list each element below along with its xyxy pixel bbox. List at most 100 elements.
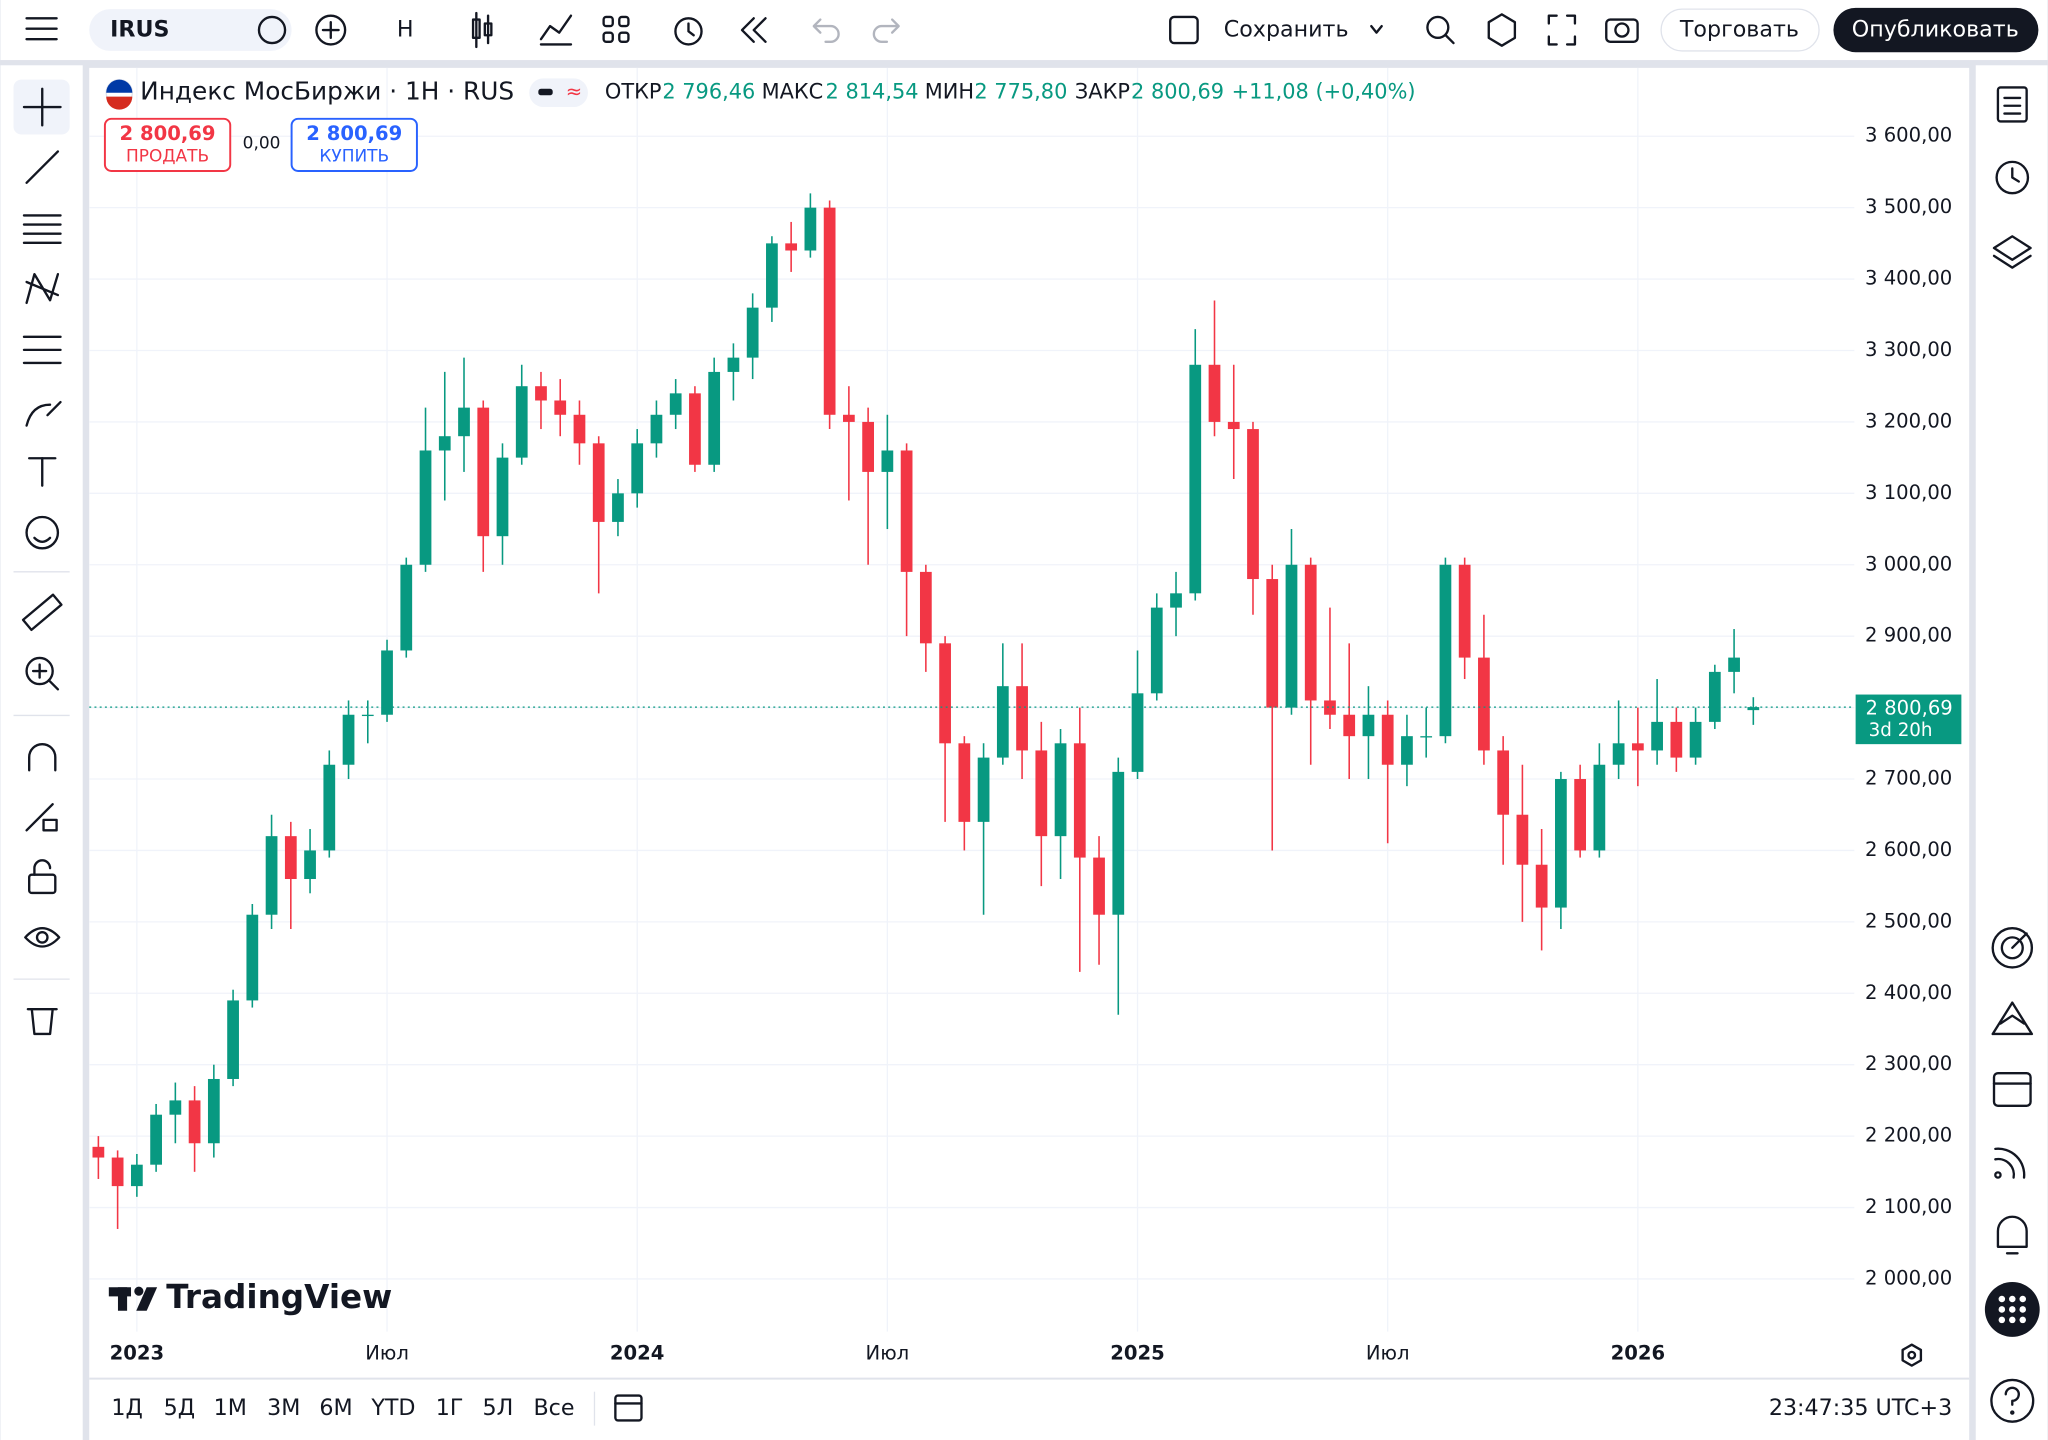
- snapshot-icon[interactable]: [1605, 18, 1639, 43]
- high-value: 2 814,54: [826, 80, 919, 104]
- layout-checkbox[interactable]: [1169, 15, 1199, 45]
- candle-body: [785, 243, 798, 251]
- emoji-tool[interactable]: [25, 515, 60, 550]
- x-tick-label: Июл: [866, 1341, 910, 1364]
- range-button[interactable]: 3М: [267, 1395, 300, 1421]
- price-tag-price: 2 800,69: [1866, 696, 1953, 719]
- lock-drawing-tool[interactable]: [25, 803, 58, 832]
- chart-type-icon[interactable]: [471, 11, 493, 49]
- save-menu-icon[interactable]: [1370, 24, 1383, 34]
- candle-body: [342, 714, 355, 765]
- candle-body: [1458, 564, 1471, 658]
- candle-body: [1747, 707, 1760, 711]
- candle-body: [1247, 429, 1259, 580]
- y-tick-label: 2 400,00: [1865, 981, 1952, 1004]
- buy-label: КУПИТЬ: [319, 147, 389, 167]
- text-tool[interactable]: [28, 457, 57, 487]
- y-tick-label: 2 100,00: [1865, 1195, 1952, 1218]
- watchlist-icon[interactable]: [1996, 86, 2028, 123]
- candle-body: [1035, 750, 1048, 837]
- replay-icon[interactable]: [740, 17, 767, 43]
- magnet-tool[interactable]: [28, 742, 57, 772]
- trade-label: Торговать: [1679, 17, 1799, 43]
- ideas-icon[interactable]: [1991, 1001, 2034, 1036]
- forecast-tool[interactable]: [22, 335, 62, 365]
- candle-body: [1612, 743, 1625, 765]
- y-tick-label: 3 000,00: [1865, 552, 1952, 575]
- symbol-search[interactable]: [89, 9, 292, 51]
- compare-icon[interactable]: [315, 14, 347, 46]
- publish-button[interactable]: [1833, 7, 2039, 53]
- y-tick-label: 3 500,00: [1865, 195, 1952, 218]
- hotlist-icon[interactable]: [1991, 927, 2034, 969]
- notifications-icon[interactable]: [1996, 1215, 2028, 1255]
- object-tree-icon[interactable]: [1992, 235, 2032, 269]
- y-tick-label: 3 400,00: [1865, 267, 1952, 290]
- range-button[interactable]: Все: [533, 1395, 574, 1421]
- y-tick-label: 3 300,00: [1865, 338, 1952, 361]
- crosshair-tool[interactable]: [22, 87, 62, 127]
- candle-body: [843, 414, 855, 422]
- range-button[interactable]: YTD: [370, 1395, 415, 1421]
- axis-settings-icon[interactable]: [1901, 1343, 1923, 1367]
- candle-body: [612, 493, 624, 522]
- candle-body: [1593, 764, 1606, 851]
- buy-button[interactable]: [290, 117, 418, 173]
- range-button[interactable]: 5Д: [164, 1395, 195, 1421]
- menu-icon[interactable]: [25, 17, 58, 41]
- lock-tool[interactable]: [28, 859, 57, 895]
- range-button[interactable]: 5Л: [482, 1395, 513, 1421]
- hide-tool[interactable]: [24, 927, 61, 948]
- candle-body: [419, 450, 432, 565]
- range-button[interactable]: 1М: [214, 1395, 247, 1421]
- sell-button[interactable]: [103, 117, 232, 173]
- candle-body: [111, 1157, 124, 1187]
- trade-button[interactable]: [1660, 8, 1820, 52]
- fullscreen-icon[interactable]: [1547, 14, 1577, 46]
- trend-line-tool[interactable]: [25, 150, 60, 184]
- candle-body: [496, 457, 509, 537]
- pattern-tool[interactable]: [25, 272, 60, 305]
- range-button[interactable]: 1Г: [436, 1395, 464, 1421]
- candle-body: [1073, 743, 1086, 858]
- redo-icon[interactable]: [872, 18, 900, 43]
- goto-date-icon[interactable]: [614, 1394, 643, 1422]
- candle-body: [881, 450, 894, 472]
- candle-body: [823, 207, 836, 415]
- symbol-icon[interactable]: [257, 15, 287, 45]
- fib-tool[interactable]: [22, 214, 62, 245]
- candle-body: [631, 443, 644, 494]
- clock: 23:47:35 UTC+3: [1769, 1395, 1952, 1421]
- brush-tool[interactable]: [25, 400, 62, 427]
- news-icon[interactable]: [1994, 1147, 2026, 1179]
- alerts-icon[interactable]: [1995, 160, 2030, 195]
- alert-icon[interactable]: [674, 17, 703, 46]
- indicators-icon[interactable]: [539, 14, 573, 46]
- quick-search-icon[interactable]: [1426, 15, 1455, 45]
- settings-icon[interactable]: [1487, 13, 1517, 47]
- change-value: +11,08 (+0,40%): [1232, 80, 1416, 104]
- calendar-icon[interactable]: [1992, 1071, 2032, 1107]
- y-tick-label: 3 600,00: [1865, 124, 1952, 147]
- sell-label: ПРОДАТЬ: [126, 147, 209, 167]
- trash-tool[interactable]: [26, 1008, 58, 1036]
- save-button[interactable]: Сохранить: [1224, 17, 1349, 43]
- layouts-icon[interactable]: [602, 15, 630, 43]
- products-icon: [1998, 1295, 2026, 1324]
- x-tick-label: 2025: [1110, 1341, 1165, 1364]
- range-button[interactable]: 1Д: [111, 1395, 142, 1421]
- interval-button[interactable]: Н: [397, 17, 414, 43]
- range-button[interactable]: 6М: [319, 1395, 352, 1421]
- help-icon[interactable]: [1990, 1378, 2035, 1423]
- ruler-tool[interactable]: [21, 593, 63, 632]
- open-value: 2 796,46: [662, 80, 755, 104]
- zoom-tool[interactable]: [25, 656, 60, 691]
- candle-body: [862, 421, 874, 472]
- candle-body: [1478, 657, 1490, 751]
- candle-body: [1304, 564, 1317, 701]
- legend-toggle[interactable]: [529, 78, 588, 108]
- undo-icon[interactable]: [812, 18, 840, 43]
- candle-body: [361, 714, 374, 717]
- candle-body: [958, 743, 971, 822]
